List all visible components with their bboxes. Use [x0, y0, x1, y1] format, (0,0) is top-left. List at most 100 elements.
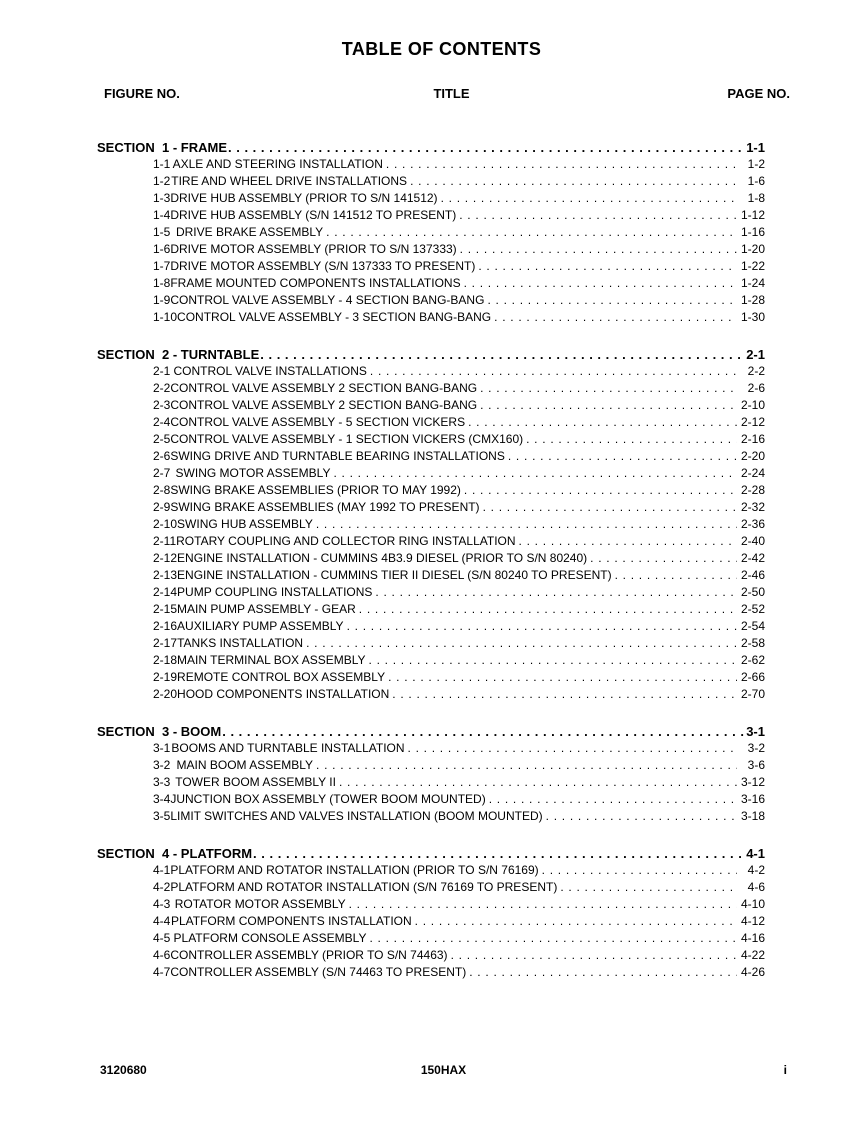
toc-entry-row: 2-7 SWING MOTOR ASSEMBLY 2-24 [97, 465, 765, 482]
toc-entry-row: 2-11 ROTARY COUPLING AND COLLECTOR RING I… [97, 533, 765, 550]
entry-figure-number: 4-3 [153, 897, 171, 911]
section-label: SECTION 1 - FRAME [97, 140, 228, 155]
entry-figure-number: 2-2 [153, 381, 171, 395]
dot-leader [475, 258, 737, 275]
dot-leader [484, 292, 737, 309]
entry-figure-number: 2-8 [153, 483, 171, 497]
entry-title: CONTROL VALVE INSTALLATIONS [173, 364, 367, 378]
entry-page-number: 3-12 [740, 775, 765, 789]
entry-title: SWING DRIVE AND TURNTABLE BEARING INSTAL… [170, 449, 505, 463]
dot-leader [461, 482, 737, 499]
entry-page-number: 1-2 [747, 157, 765, 171]
section-header-row: SECTION 3 - BOOM 3-1 [97, 723, 765, 740]
section-page-number: 1-1 [746, 140, 765, 155]
entry-figure-number: 2-14 [153, 585, 178, 599]
entry-page-number: 1-22 [740, 259, 765, 273]
entry-figure-number: 2-20 [153, 687, 178, 701]
footer-page-number: i [783, 1063, 787, 1077]
entry-page-number: 3-16 [740, 792, 765, 806]
dot-leader [323, 224, 737, 241]
entry-figure-number: 3-2 [153, 758, 171, 772]
entry-page-number: 4-22 [740, 948, 765, 962]
entry-title: CONTROLLER ASSEMBLY (PRIOR TO S/N 74463) [170, 948, 448, 962]
entry-figure-number: 1-2 [153, 174, 171, 188]
section-header-row: SECTION 4 - PLATFORM 4-1 [97, 845, 765, 862]
entry-figure-number: 3-1 [153, 741, 171, 755]
dot-leader [303, 635, 737, 652]
entry-page-number: 4-10 [740, 897, 765, 911]
entry-figure-number: 4-4 [153, 914, 171, 928]
toc-entry-row: 2-3 CONTROL VALVE ASSEMBLY 2 SECTION BANG… [97, 397, 765, 414]
section-label: SECTION 2 - TURNTABLE [97, 347, 260, 362]
toc-entry-row: 3-3 TOWER BOOM ASSEMBLY II 3-12 [97, 774, 765, 791]
toc-entry-row: 3-4 JUNCTION BOX ASSEMBLY (TOWER BOOM MOU… [97, 791, 765, 808]
entry-figure-number: 1-6 [153, 242, 171, 256]
entry-figure-number: 2-15 [153, 602, 178, 616]
entry-title: ENGINE INSTALLATION - CUMMINS 4B3.9 DIES… [177, 551, 588, 565]
entry-figure-number: 2-1 [153, 364, 171, 378]
dot-leader [313, 757, 737, 774]
entry-page-number: 1-30 [740, 310, 765, 324]
dot-leader [516, 533, 737, 550]
entry-page-number: 2-70 [740, 687, 765, 701]
section-page-number: 3-1 [746, 724, 765, 739]
entry-page-number: 4-2 [747, 863, 765, 877]
entry-title: MAIN PUMP ASSEMBLY - GEAR [177, 602, 356, 616]
dot-leader [346, 896, 737, 913]
entry-figure-number: 3-3 [153, 775, 171, 789]
dot-leader [330, 465, 737, 482]
entry-page-number: 2-40 [740, 534, 765, 548]
toc-entry-row: 1-3 DRIVE HUB ASSEMBLY (PRIOR TO S/N 1415… [97, 190, 765, 207]
dot-leader [356, 601, 737, 618]
section-header-row: SECTION 1 - FRAME 1-1 [97, 139, 765, 156]
section-label: SECTION 3 - BOOM [97, 724, 222, 739]
entry-figure-number: 2-5 [153, 432, 171, 446]
entry-figure-number: 2-18 [153, 653, 178, 667]
entry-page-number: 2-28 [740, 483, 765, 497]
entry-page-number: 3-6 [747, 758, 765, 772]
dot-leader [383, 156, 737, 173]
page-footer: 3120680 150HAX i [100, 1063, 787, 1079]
section-page-number: 2-1 [746, 347, 765, 362]
toc-entry-row: 2-9 SWING BRAKE ASSEMBLIES (MAY 1992 TO P… [97, 499, 765, 516]
section-page-number: 4-1 [746, 846, 765, 861]
entry-title: BOOMS AND TURNTABLE INSTALLATION [171, 741, 405, 755]
dot-leader [480, 499, 737, 516]
dot-leader [477, 397, 737, 414]
page-title: TABLE OF CONTENTS [341, 39, 542, 59]
dot-leader [407, 173, 737, 190]
dot-leader [448, 947, 737, 964]
dot-leader [457, 241, 737, 258]
entry-figure-number: 2-6 [153, 449, 171, 463]
entry-page-number: 3-2 [747, 741, 765, 755]
entry-figure-number: 1-8 [153, 276, 171, 290]
entry-title: SWING BRAKE ASSEMBLIES (MAY 1992 TO PRES… [170, 500, 480, 514]
entry-figure-number: 2-4 [153, 415, 171, 429]
entry-title: PLATFORM COMPONENTS INSTALLATION [170, 914, 412, 928]
toc-entry-row: 1-6 DRIVE MOTOR ASSEMBLY (PRIOR TO S/N 13… [97, 241, 765, 258]
dot-leader [336, 774, 737, 791]
entry-title: MAIN BOOM ASSEMBLY [176, 758, 314, 772]
section-label: SECTION 4 - PLATFORM [97, 846, 253, 861]
dot-leader [252, 845, 746, 862]
entry-figure-number: 2-9 [153, 500, 171, 514]
entry-page-number: 2-20 [740, 449, 765, 463]
entry-page-number: 2-36 [740, 517, 765, 531]
toc-entry-row: 1-9 CONTROL VALVE ASSEMBLY - 4 SECTION BA… [97, 292, 765, 309]
entry-figure-number: 1-7 [153, 259, 171, 273]
entry-title: DRIVE HUB ASSEMBLY (S/N 141512 TO PRESEN… [170, 208, 457, 222]
toc-entry-row: 2-8 SWING BRAKE ASSEMBLIES (PRIOR TO MAY … [97, 482, 765, 499]
entry-title: ENGINE INSTALLATION - CUMMINS TIER II DI… [177, 568, 612, 582]
entry-page-number: 2-46 [740, 568, 765, 582]
toc-entry-row: 2-5 CONTROL VALVE ASSEMBLY - 1 SECTION VI… [97, 431, 765, 448]
dot-leader [543, 808, 737, 825]
dot-leader [259, 346, 746, 363]
entry-page-number: 1-24 [740, 276, 765, 290]
